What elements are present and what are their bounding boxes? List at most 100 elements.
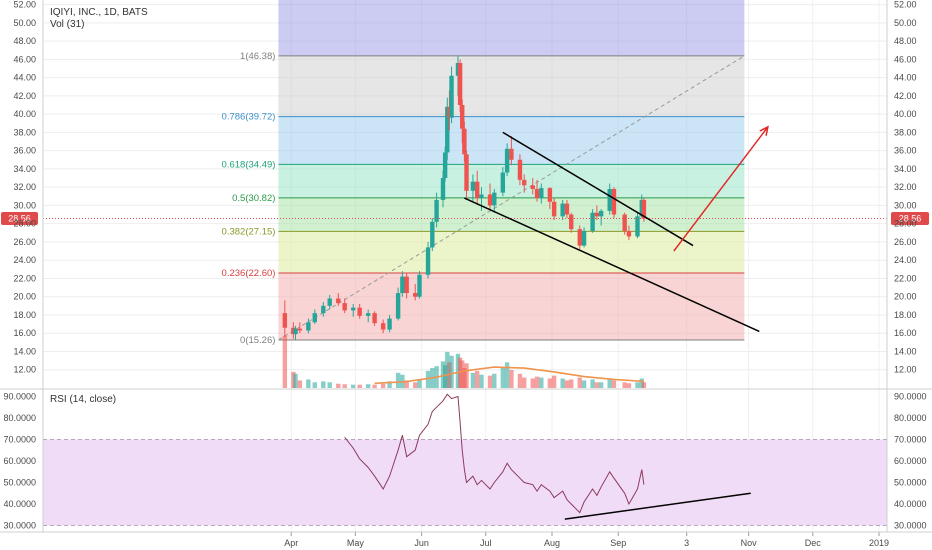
volume-bar	[425, 370, 431, 388]
volume-bar	[372, 384, 377, 388]
fib-band	[278, 231, 745, 273]
candle-body	[581, 230, 587, 246]
rsi-tick-right: 50.0000	[894, 478, 927, 488]
candle-body	[425, 247, 431, 275]
price-tick-left: 20.00	[13, 292, 36, 302]
candle-body	[590, 212, 595, 231]
fib-level-label: 0.382(27.15)	[222, 226, 276, 237]
candle-body	[464, 154, 469, 191]
rsi-tick-left: 90.0000	[3, 391, 36, 401]
volume-bar	[635, 382, 640, 388]
volume-bar	[551, 375, 557, 388]
volume-bar	[534, 376, 540, 388]
candle-body	[474, 181, 480, 199]
candle-body	[470, 181, 476, 191]
volume-bar	[336, 383, 341, 388]
candle-body	[622, 214, 627, 231]
price-tick-right: 46.00	[894, 54, 917, 64]
rsi-tick-right: 90.0000	[894, 391, 927, 401]
price-tick-right: 28.00	[894, 219, 917, 229]
volume-bar	[594, 382, 600, 388]
candle-body	[293, 328, 298, 335]
rsi-trendline	[564, 492, 751, 520]
candle-body	[560, 203, 565, 217]
volume-bar	[492, 373, 497, 388]
candle-body	[387, 318, 392, 330]
candle-body	[611, 188, 617, 215]
time-tick-label: 2019	[869, 538, 889, 548]
candle-body	[577, 229, 582, 246]
volume-bar	[464, 363, 469, 388]
candle-body	[509, 148, 514, 160]
candle-body	[404, 276, 409, 294]
candle-body	[342, 303, 347, 311]
price-tick-left: 44.00	[13, 73, 36, 83]
candle-body	[551, 201, 557, 217]
volume-bar	[539, 377, 544, 388]
current-price-label-left: 28.56	[8, 214, 31, 224]
projection-arrow-head	[759, 125, 769, 136]
candle-body	[594, 212, 600, 217]
rsi-tick-left: 30.0000	[3, 521, 36, 531]
fib-level-label: 0.786(39.72)	[222, 112, 276, 123]
volume-bar	[417, 379, 422, 388]
price-tick-left: 30.00	[13, 200, 36, 210]
candle-body	[321, 305, 326, 314]
price-tick-right: 14.00	[894, 346, 917, 356]
price-tick-left: 26.00	[13, 237, 36, 247]
candle-body	[534, 188, 540, 199]
candle-body	[460, 104, 465, 129]
volume-bar	[321, 381, 326, 388]
volume-bar	[611, 380, 617, 388]
candle-body	[306, 322, 311, 331]
volume-bar	[509, 369, 514, 388]
price-tick-left: 40.00	[13, 109, 36, 119]
candle-body	[442, 152, 448, 179]
volume-bar	[404, 380, 409, 388]
price-tick-right: 48.00	[894, 36, 917, 46]
fib-level-label: 1(46.38)	[240, 51, 275, 62]
volume-bar	[380, 383, 386, 388]
price-tick-right: 12.00	[894, 365, 917, 375]
volume-bar	[500, 367, 506, 388]
price-tick-left: 12.00	[13, 365, 36, 375]
candle-body	[462, 128, 467, 155]
volume-bar	[547, 378, 553, 388]
candle-body	[607, 188, 612, 211]
fib-level-label: 0(15.26)	[240, 335, 275, 346]
projection-arrow-line	[673, 126, 769, 252]
time-tick-label: Dec	[805, 538, 822, 548]
volume-bar	[607, 378, 612, 388]
candle-body	[449, 75, 454, 118]
chart-symbol-title: IQIYI, INC., 1D, BATS	[50, 7, 148, 18]
volume-bar	[327, 382, 332, 388]
price-tick-left: 28.00	[13, 219, 36, 229]
candle-body	[440, 178, 446, 200]
candle-body	[626, 230, 632, 237]
rsi-tick-left: 60.0000	[3, 456, 36, 466]
price-tick-left: 22.00	[13, 273, 36, 283]
price-tick-left: 32.00	[13, 182, 36, 192]
volume-bar	[598, 382, 604, 388]
price-tick-left: 38.00	[13, 127, 36, 137]
time-tick-label: Sep	[610, 538, 626, 548]
rsi-tick-right: 60.0000	[894, 456, 927, 466]
main-pane	[43, 0, 887, 388]
candle-body	[547, 188, 553, 202]
candle-body	[297, 328, 303, 331]
price-tick-left: 24.00	[13, 255, 36, 265]
volume-bar	[282, 335, 288, 388]
candle-body	[430, 221, 435, 248]
time-tick-label: Apr	[284, 538, 298, 548]
volume-bar	[306, 379, 311, 388]
candle-body	[336, 298, 341, 304]
candle-body	[492, 192, 497, 206]
volume-bar	[357, 384, 362, 388]
volume-indicator-label: Vol (31)	[50, 19, 84, 30]
fib-level-label: 0.618(34.49)	[222, 159, 276, 170]
price-tick-right: 22.00	[894, 273, 917, 283]
candle-body	[641, 199, 647, 219]
volume-bar	[577, 377, 582, 388]
rsi-tick-right: 80.0000	[894, 413, 927, 423]
